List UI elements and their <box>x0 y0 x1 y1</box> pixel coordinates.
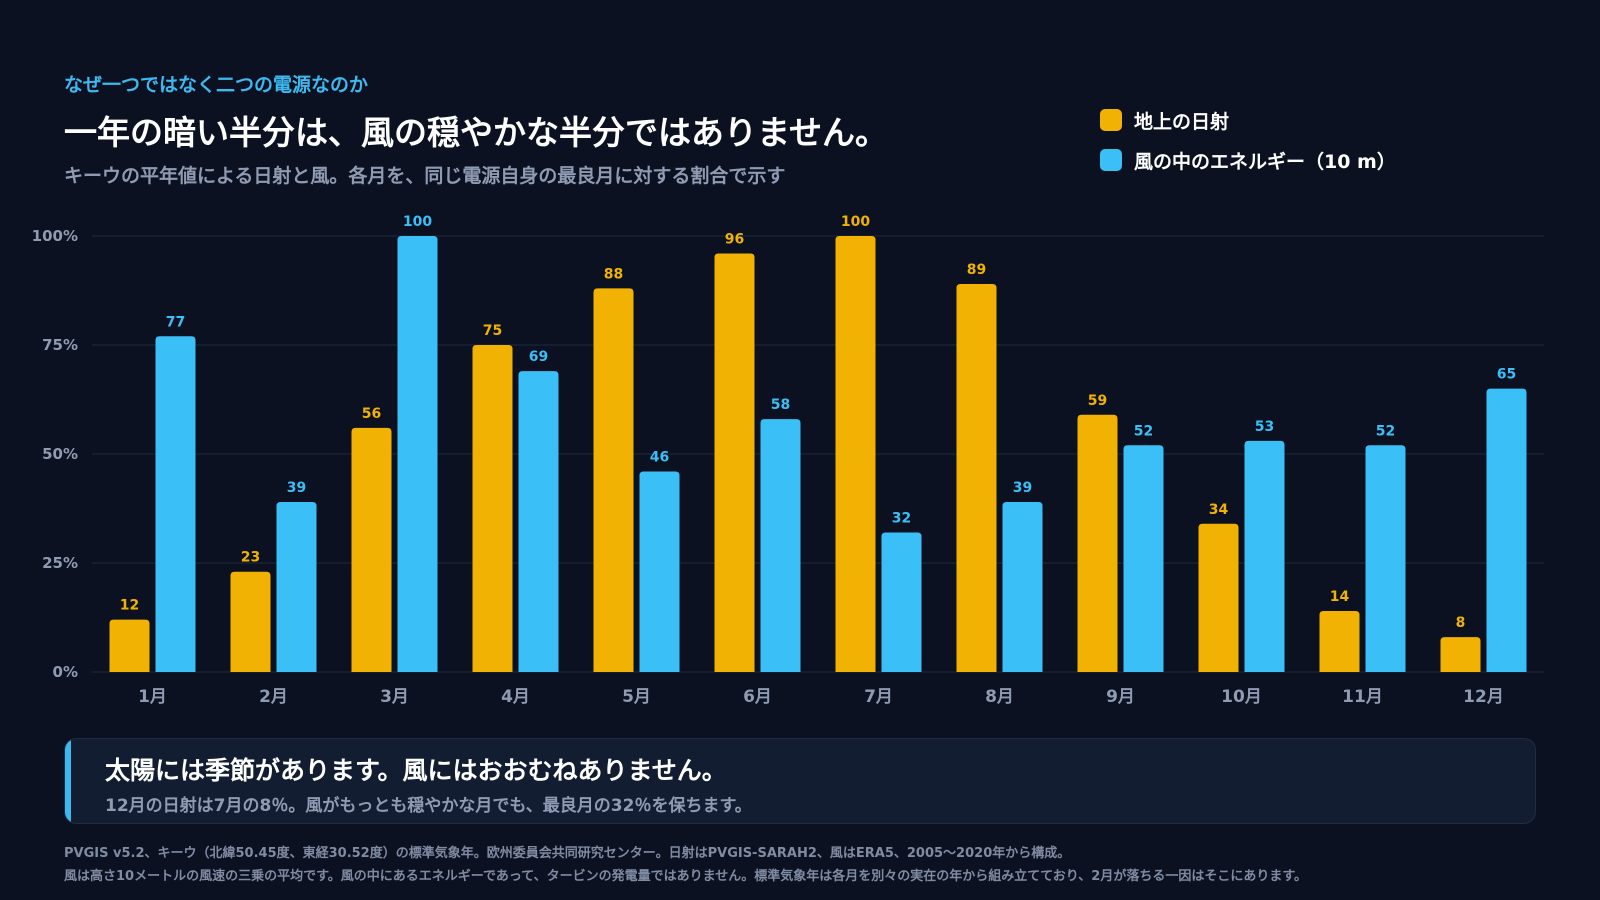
solar-data-label: 96 <box>725 231 744 247</box>
x-tick-label: 7月 <box>864 687 893 707</box>
solar-bar <box>1077 414 1118 672</box>
solar-bar <box>351 427 392 672</box>
solar-data-label: 34 <box>1209 502 1229 518</box>
x-tick-label: 2月 <box>259 687 288 707</box>
wind-data-label: 39 <box>287 480 306 496</box>
wind-bar <box>639 471 680 672</box>
x-tick-label: 12月 <box>1463 687 1504 707</box>
footnote-method: 風は高さ10メートルの風速の三乗の平均です。風の中にあるエネルギーであって、ター… <box>64 869 1308 884</box>
wind-data-label: 32 <box>892 510 911 526</box>
y-tick-label: 25% <box>42 554 78 572</box>
wind-bar <box>276 501 317 672</box>
solar-data-label: 89 <box>967 262 986 278</box>
wind-data-label: 58 <box>771 397 790 413</box>
callout-box: 太陽には季節があります。風にはおおむねありません。 12月の日射は7月の8％。風… <box>64 738 1536 824</box>
wind-bar <box>1244 440 1285 672</box>
wind-bar <box>1486 388 1527 672</box>
bar-chart: 0% 25% 50% 75% 100% 12 77 1月 23 39 2月 56 100 3月 75 69 4月… <box>32 214 1544 707</box>
legend-item-solar: 地上の日射 <box>1100 100 1396 140</box>
solar-bar <box>230 571 271 672</box>
solar-data-label: 88 <box>604 266 623 282</box>
callout-accent-bar <box>65 739 71 823</box>
legend-label-wind: 風の中のエネルギー（10 m） <box>1134 150 1396 173</box>
solar-bar <box>835 236 876 672</box>
solar-bar <box>1319 610 1360 672</box>
solar-bar <box>593 288 634 672</box>
solar-data-label: 14 <box>1330 589 1350 605</box>
solar-bar <box>109 619 150 672</box>
wind-bar <box>760 419 801 672</box>
wind-data-label: 46 <box>650 449 669 465</box>
x-tick-label: 4月 <box>501 687 530 707</box>
legend-item-wind: 風の中のエネルギー（10 m） <box>1100 140 1396 180</box>
x-tick-label: 11月 <box>1342 687 1383 707</box>
x-tick-label: 3月 <box>380 687 409 707</box>
kicker: なぜ一つではなく二つの電源なのか <box>64 74 369 96</box>
solar-data-label: 75 <box>483 323 502 339</box>
solar-data-label: 59 <box>1088 393 1107 409</box>
wind-data-label: 69 <box>529 349 548 365</box>
page-title: 一年の暗い半分は、風の穏やかな半分ではありません。 <box>64 113 889 152</box>
solar-bar <box>1198 523 1239 672</box>
wind-data-label: 39 <box>1013 480 1032 496</box>
x-tick-label: 1月 <box>138 687 167 707</box>
callout-body: 12月の日射は7月の8％。風がもっとも穏やかな月でも、最良月の32％を保ちます。 <box>105 796 752 816</box>
y-tick-label: 100% <box>32 227 78 245</box>
wind-bar <box>1123 445 1164 672</box>
solar-data-label: 12 <box>120 598 139 614</box>
solar-bar <box>714 253 755 672</box>
footnote-source: PVGIS v5.2、キーウ（北緯50.45度、東経30.52度）の標準気象年。… <box>64 846 1071 861</box>
wind-data-label: 53 <box>1255 419 1274 435</box>
wind-bar <box>1365 445 1406 672</box>
x-tick-label: 9月 <box>1106 687 1135 707</box>
x-tick-label: 8月 <box>985 687 1014 707</box>
legend-swatch-solar <box>1100 109 1122 131</box>
wind-bar <box>1002 501 1043 672</box>
wind-bar <box>881 532 922 672</box>
wind-data-label: 65 <box>1497 367 1516 383</box>
wind-bar <box>518 371 559 672</box>
solar-bar <box>1440 637 1481 672</box>
x-tick-label: 5月 <box>622 687 651 707</box>
wind-data-label: 100 <box>403 214 432 230</box>
wind-data-label: 52 <box>1134 423 1153 439</box>
solar-data-label: 23 <box>241 550 260 566</box>
wind-data-label: 77 <box>166 314 185 330</box>
callout-headline: 太陽には季節があります。風にはおおむねありません。 <box>105 756 727 785</box>
y-tick-label: 75% <box>42 336 78 354</box>
solar-bar <box>472 345 513 672</box>
wind-data-label: 52 <box>1376 423 1395 439</box>
y-tick-label: 50% <box>42 445 78 463</box>
x-tick-label: 10月 <box>1221 687 1262 707</box>
solar-data-label: 56 <box>362 406 381 422</box>
page-subtitle: キーウの平年値による日射と風。各月を、同じ電源自身の最良月に対する割合で示す <box>64 165 786 187</box>
y-tick-label: 0% <box>53 663 78 681</box>
solar-data-label: 100 <box>841 214 870 230</box>
wind-bar <box>155 336 196 672</box>
legend-swatch-wind <box>1100 149 1122 171</box>
solar-data-label: 8 <box>1456 615 1466 631</box>
x-tick-label: 6月 <box>743 687 772 707</box>
solar-bar <box>956 283 997 672</box>
wind-bar <box>397 236 438 672</box>
chart-legend: 地上の日射 風の中のエネルギー（10 m） <box>1100 100 1396 180</box>
legend-label-solar: 地上の日射 <box>1134 110 1230 133</box>
